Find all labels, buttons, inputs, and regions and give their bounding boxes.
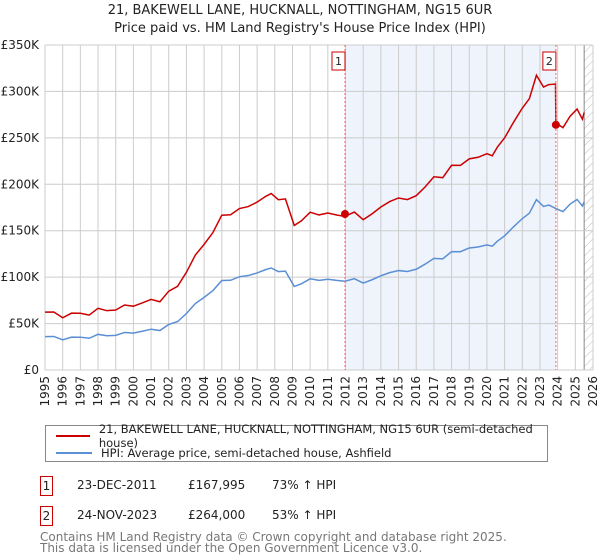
x-tick-label: 2004 xyxy=(197,376,211,407)
x-tick-label: 1996 xyxy=(56,376,70,407)
y-tick-label: £200K xyxy=(1,177,41,191)
transaction-hpi-change: 53% ↑ HPI xyxy=(272,508,337,522)
transaction-number: 2 xyxy=(40,506,53,526)
legend-item-property: 21, BAKEWELL LANE, HUCKNALL, NOTTINGHAM,… xyxy=(56,422,547,450)
chart-legend: 21, BAKEWELL LANE, HUCKNALL, NOTTINGHAM,… xyxy=(45,422,548,462)
x-tick-label: 2012 xyxy=(339,376,353,407)
x-tick-label: 1997 xyxy=(73,376,87,407)
y-tick-label: £100K xyxy=(1,270,41,284)
x-tick-label: 2011 xyxy=(321,376,335,407)
x-tick-label: 2016 xyxy=(409,376,423,407)
x-tick-label: 1995 xyxy=(38,376,52,407)
transaction-price: £167,995 xyxy=(188,478,246,492)
x-tick-label: 2001 xyxy=(144,376,158,407)
x-tick-label: 2026 xyxy=(586,376,600,407)
x-tick-label: 2008 xyxy=(268,376,282,407)
x-tick-label: 2024 xyxy=(551,376,565,407)
x-tick-label: 2021 xyxy=(498,376,512,407)
y-tick-label: £250K xyxy=(1,131,41,145)
footer-licence: This data is licensed under the Open Gov… xyxy=(40,541,423,555)
ownership-shading xyxy=(344,45,556,370)
price-chart: 1 2 1995 1996 1997 1998 1999 2000 2001 2002 2003 20… xyxy=(1,38,600,407)
x-tick-label: 2007 xyxy=(250,376,264,407)
y-tick-label: £150K xyxy=(1,224,41,238)
transaction-price: £264,000 xyxy=(188,508,246,522)
x-tick-label: 2015 xyxy=(392,376,406,407)
x-tick-label: 2025 xyxy=(568,376,582,407)
x-tick-label: 2013 xyxy=(356,376,370,407)
sale-point xyxy=(551,120,560,129)
x-tick-label: 2018 xyxy=(445,376,459,407)
sale-label: 1 xyxy=(335,55,342,68)
x-tick-label: 2005 xyxy=(215,376,229,407)
future-hatch xyxy=(584,45,593,370)
x-tick-label: 2019 xyxy=(462,376,476,407)
x-tick-label: 1999 xyxy=(109,376,123,407)
legend-label-property: 21, BAKEWELL LANE, HUCKNALL, NOTTINGHAM,… xyxy=(98,422,533,450)
chart-subtitle: Price paid vs. HM Land Registry's House … xyxy=(114,21,486,36)
x-tick-label: 2003 xyxy=(179,376,193,407)
transaction-hpi-change: 73% ↑ HPI xyxy=(272,478,337,492)
legend-item-hpi: HPI: Average price, semi-detached house,… xyxy=(56,445,391,461)
x-tick-label: 2010 xyxy=(303,376,317,407)
transaction-date: 23-DEC-2011 xyxy=(77,478,157,492)
x-tick-label: 1998 xyxy=(91,376,105,407)
chart-title: 21, BAKEWELL LANE, HUCKNALL, NOTTINGHAM,… xyxy=(107,3,493,18)
x-tick-label: 2000 xyxy=(126,376,140,407)
footer-copyright: Contains HM Land Registry data © Crown c… xyxy=(40,530,507,544)
transaction-number: 1 xyxy=(40,476,53,496)
transaction-date: 24-NOV-2023 xyxy=(77,508,158,522)
sale-label: 2 xyxy=(546,55,553,68)
legend-label-hpi: HPI: Average price, semi-detached house,… xyxy=(101,446,392,460)
x-tick-label: 2014 xyxy=(374,376,388,407)
y-tick-label: £350K xyxy=(1,38,41,52)
x-tick-label: 2006 xyxy=(232,376,246,407)
x-tick-label: 2017 xyxy=(427,376,441,407)
sale-point xyxy=(340,210,349,219)
y-tick-label: £0 xyxy=(24,363,39,377)
hpi-line xyxy=(44,198,585,341)
x-tick-label: 2002 xyxy=(162,376,176,407)
legend-swatch-red xyxy=(56,435,90,437)
legend-swatch-blue xyxy=(56,452,92,454)
x-tick-label: 2020 xyxy=(480,376,494,407)
y-tick-label: £50K xyxy=(8,317,40,331)
property-price-line xyxy=(44,73,585,319)
sale-label-box xyxy=(331,51,346,71)
y-tick-label: £300K xyxy=(1,84,41,98)
x-tick-label: 2009 xyxy=(285,376,299,407)
x-tick-label: 2022 xyxy=(515,376,529,407)
x-tick-label: 2023 xyxy=(533,376,547,407)
sale-label-box xyxy=(542,51,557,71)
